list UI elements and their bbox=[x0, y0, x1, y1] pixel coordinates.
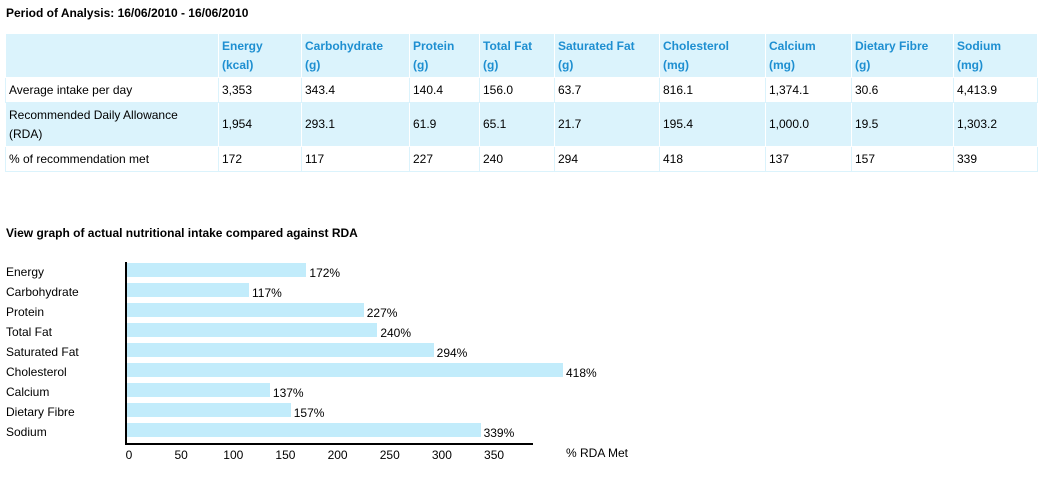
row-label: Average intake per day bbox=[5, 77, 219, 103]
x-tick-label: 0 bbox=[125, 448, 133, 462]
table-cell: 172 bbox=[218, 146, 302, 172]
category-label: Dietary Fibre bbox=[6, 405, 75, 419]
table-row-rda: Recommended Daily Allowance (RDA) 1,954 2… bbox=[5, 102, 1038, 147]
category-label: Calcium bbox=[6, 385, 50, 399]
bar-value-label: 240% bbox=[380, 326, 412, 340]
table-cell: 227 bbox=[409, 146, 480, 172]
table-cell: 343.4 bbox=[301, 77, 410, 103]
table-cell: 19.5 bbox=[851, 102, 954, 147]
bar-value-label: 294% bbox=[436, 346, 468, 360]
x-tick-label: 150 bbox=[275, 448, 296, 462]
header-energy: Energy (kcal) bbox=[218, 33, 302, 78]
bar bbox=[127, 363, 563, 377]
bar-value-label: 117% bbox=[252, 286, 282, 300]
header-sodium: Sodium (mg) bbox=[953, 33, 1038, 78]
bar bbox=[127, 263, 307, 277]
header-dietary-fibre: Dietary Fibre (g) bbox=[851, 33, 954, 78]
table-cell: 293.1 bbox=[301, 102, 410, 147]
bar-value-label: 227% bbox=[366, 306, 398, 320]
bar-value-label: 137% bbox=[272, 386, 304, 400]
table-cell: 157 bbox=[851, 146, 954, 172]
header-corner bbox=[5, 33, 219, 78]
bar-value-label: 418% bbox=[565, 366, 597, 380]
table-header-row: Energy (kcal) Carbohydrate (g) Protein (g) … bbox=[5, 33, 1038, 78]
table-cell: 30.6 bbox=[851, 77, 954, 103]
header-calcium: Calcium (mg) bbox=[765, 33, 852, 78]
header-carbohydrate: Carbohydrate (g) bbox=[301, 33, 410, 78]
category-label: Protein bbox=[6, 305, 45, 319]
bar bbox=[127, 383, 270, 397]
table-cell: 1,303.2 bbox=[953, 102, 1038, 147]
table-cell: 195.4 bbox=[659, 102, 766, 147]
bar bbox=[127, 283, 250, 297]
x-tick-label: 300 bbox=[431, 448, 452, 462]
table-cell: 294 bbox=[554, 146, 660, 172]
table-cell: 240 bbox=[479, 146, 555, 172]
table-row-percent-met: % of recommendation met 172 117 227 240 … bbox=[5, 146, 1038, 172]
nutrition-table: Energy (kcal) Carbohydrate (g) Protein (g) … bbox=[5, 33, 1038, 172]
header-saturated-fat: Saturated Fat (g) bbox=[554, 33, 660, 78]
x-axis-label: % RDA Met bbox=[566, 446, 629, 460]
bar-value-label: 172% bbox=[309, 266, 341, 280]
graph-title: View graph of actual nutritional intake … bbox=[6, 226, 358, 240]
table-cell: 4,413.9 bbox=[953, 77, 1038, 103]
table-cell: 63.7 bbox=[554, 77, 660, 103]
row-label: Recommended Daily Allowance (RDA) bbox=[5, 102, 219, 147]
table-cell: 418 bbox=[659, 146, 766, 172]
category-label: Saturated Fat bbox=[6, 345, 79, 359]
category-label: Cholesterol bbox=[6, 365, 67, 379]
table-cell: 137 bbox=[765, 146, 852, 172]
table-cell: 61.9 bbox=[409, 102, 480, 147]
x-tick-label: 50 bbox=[174, 448, 188, 462]
bar-value-label: 157% bbox=[293, 406, 325, 420]
category-label: Sodium bbox=[6, 425, 47, 439]
header-protein: Protein (g) bbox=[409, 33, 480, 78]
table-cell: 21.7 bbox=[554, 102, 660, 147]
rda-bar-chart: % RDA Met Energy 172% Carbohydrate 117% Prot… bbox=[0, 260, 700, 470]
table-cell: 156.0 bbox=[479, 77, 555, 103]
bar-value-label: 339% bbox=[483, 426, 515, 440]
x-tick-label: 200 bbox=[327, 448, 348, 462]
table-cell: 816.1 bbox=[659, 77, 766, 103]
x-tick-label: 100 bbox=[223, 448, 244, 462]
table-cell: 140.4 bbox=[409, 77, 480, 103]
category-label: Carbohydrate bbox=[6, 285, 79, 299]
x-tick-label: 350 bbox=[484, 448, 505, 462]
bar bbox=[127, 403, 291, 417]
header-total-fat: Total Fat (g) bbox=[479, 33, 555, 78]
category-label: Energy bbox=[6, 265, 45, 279]
y-axis-line bbox=[125, 262, 127, 444]
bar bbox=[127, 303, 364, 317]
row-label: % of recommendation met bbox=[5, 146, 219, 172]
table-cell: 1,374.1 bbox=[765, 77, 852, 103]
period-of-analysis: Period of Analysis: 16/06/2010 - 16/06/2… bbox=[6, 6, 249, 20]
header-cholesterol: Cholesterol (mg) bbox=[659, 33, 766, 78]
x-axis-line bbox=[125, 443, 533, 445]
bar bbox=[127, 323, 378, 337]
table-cell: 339 bbox=[953, 146, 1038, 172]
table-cell: 3,353 bbox=[218, 77, 302, 103]
table-cell: 65.1 bbox=[479, 102, 555, 147]
table-cell: 1,000.0 bbox=[765, 102, 852, 147]
bar bbox=[127, 343, 434, 357]
table-row-average-intake: Average intake per day 3,353 343.4 140.4… bbox=[5, 77, 1038, 103]
x-tick-label: 250 bbox=[379, 448, 400, 462]
bar bbox=[127, 423, 481, 437]
table-cell: 1,954 bbox=[218, 102, 302, 147]
table-cell: 117 bbox=[301, 146, 410, 172]
category-label: Total Fat bbox=[6, 325, 53, 339]
